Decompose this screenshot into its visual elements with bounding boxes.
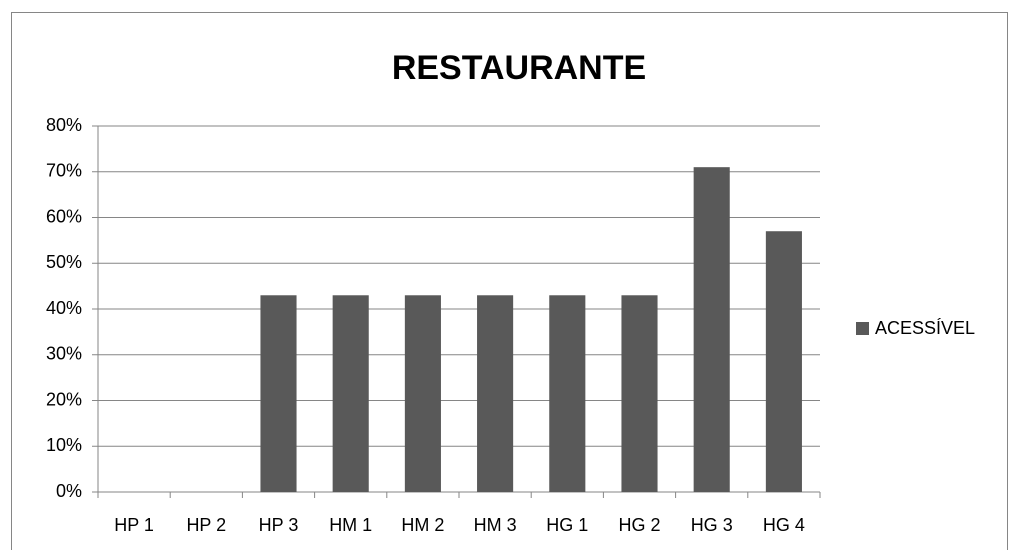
x-tick-label: HM 2 <box>401 515 444 535</box>
bar <box>477 295 514 492</box>
x-tick-label: HM 1 <box>329 515 372 535</box>
x-tick-label: HP 1 <box>114 515 154 535</box>
bar <box>549 295 586 492</box>
x-tick-label: HG 4 <box>763 515 805 535</box>
y-tick-label: 60% <box>46 206 82 226</box>
chart-title: RESTAURANTE <box>392 49 646 87</box>
bar <box>693 167 730 493</box>
bar <box>404 295 441 492</box>
y-tick-label: 80% <box>46 115 82 135</box>
x-tick-label: HG 2 <box>618 515 660 535</box>
y-tick-label: 40% <box>46 298 82 318</box>
y-tick-label: 0% <box>56 481 82 501</box>
x-tick-label: HP 3 <box>259 515 299 535</box>
y-tick-label: 30% <box>46 344 82 364</box>
bar <box>621 295 658 492</box>
bar <box>332 295 369 492</box>
x-tick-label: HP 2 <box>186 515 226 535</box>
x-tick-label: HG 1 <box>546 515 588 535</box>
y-tick-label: 50% <box>46 252 82 272</box>
legend-swatch <box>856 322 869 335</box>
bar <box>765 231 802 492</box>
bar <box>260 295 297 492</box>
y-tick-label: 10% <box>46 435 82 455</box>
x-tick-label: HM 3 <box>474 515 517 535</box>
y-tick-label: 20% <box>46 389 82 409</box>
x-tick-label: HG 3 <box>691 515 733 535</box>
y-tick-label: 70% <box>46 161 82 181</box>
legend-label: ACESSÍVEL <box>875 318 975 338</box>
